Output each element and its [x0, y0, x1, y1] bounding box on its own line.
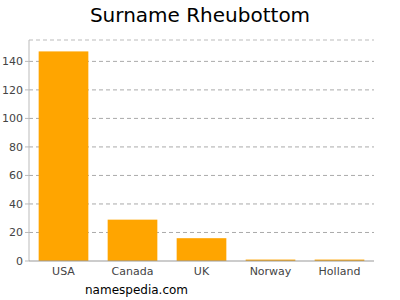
bars	[39, 51, 365, 261]
tick	[25, 61, 29, 62]
category-label: USA	[52, 265, 75, 278]
tick-label: 140	[2, 55, 23, 68]
title: Surname Rheubottom	[90, 3, 310, 27]
frame-top	[29, 40, 374, 41]
tick-label: 60	[9, 169, 23, 182]
tick	[25, 232, 29, 233]
annotation: namespedia.com	[85, 283, 188, 297]
category-label: Norway	[250, 265, 292, 278]
tick	[25, 146, 29, 147]
tick-label: 80	[9, 141, 23, 154]
category-label: Canada	[112, 265, 154, 278]
x-axis	[29, 261, 374, 262]
tick-label: 40	[9, 198, 23, 211]
tick	[25, 118, 29, 119]
chart: Surname Rheubottom 0 20 40 60 80 100 120 140 USA C…	[0, 0, 400, 300]
tick-label: 0	[16, 255, 23, 268]
tick	[25, 175, 29, 176]
y-axis	[29, 40, 30, 261]
tick	[25, 261, 29, 262]
category-label: UK	[194, 265, 210, 278]
bar	[108, 220, 158, 261]
bar	[39, 51, 89, 261]
tick	[25, 203, 29, 204]
bar	[177, 238, 227, 261]
tick-label: 20	[9, 226, 23, 239]
tick-label: 120	[2, 84, 23, 97]
tick	[25, 89, 29, 90]
category-label: Holland	[319, 265, 361, 278]
tick-label: 100	[2, 112, 23, 125]
